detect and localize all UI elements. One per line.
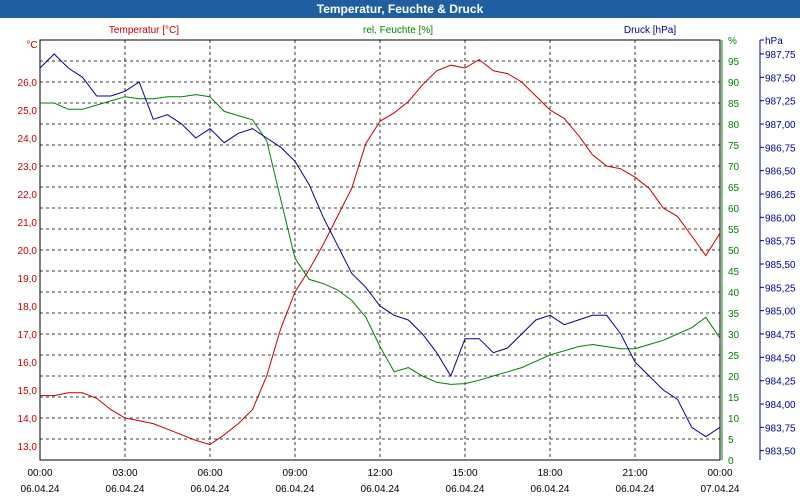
- y-tick-humidity: 45: [728, 267, 740, 278]
- legend-temperature: Temperatur [°C]: [109, 25, 179, 36]
- y-tick-temperature: 13,0: [18, 442, 38, 453]
- y-tick-temperature: 26,0: [18, 78, 38, 89]
- y-tick-humidity: 50: [728, 246, 740, 257]
- x-tick-date: 06.04.24: [106, 484, 145, 495]
- y-tick-humidity: 15: [728, 393, 740, 404]
- y-tick-pressure: 987,50: [765, 73, 796, 84]
- x-tick-date: 06.04.24: [21, 484, 60, 495]
- x-tick-time: 00:00: [27, 468, 52, 479]
- chart-title: Temperatur, Feuchte & Druck: [0, 0, 800, 18]
- y-tick-humidity: 20: [728, 372, 740, 383]
- y-tick-pressure: 983,50: [765, 447, 796, 458]
- y-tick-pressure: 987,25: [765, 97, 796, 108]
- y-tick-pressure: 986,25: [765, 190, 796, 201]
- y-tick-humidity: 95: [728, 57, 740, 68]
- left-axis-unit: °C: [26, 40, 37, 51]
- legend-pressure: Druck [hPa]: [624, 25, 676, 36]
- plot-frame: [39, 39, 761, 461]
- x-tick-time: 03:00: [112, 468, 137, 479]
- x-tick-date: 07.04.24: [701, 484, 740, 495]
- axis-labels: 00:00 06.04.24 03:00 06.04.24 06:00 06.04.24 0…: [18, 36, 796, 495]
- x-tick-date: 06.04.24: [616, 484, 655, 495]
- y-tick-temperature: 24,0: [18, 134, 38, 145]
- y-tick-pressure: 986,50: [765, 167, 796, 178]
- x-tick-time: 15:00: [452, 468, 477, 479]
- x-tick-date: 06.04.24: [446, 484, 485, 495]
- y-tick-temperature: 23,0: [18, 162, 38, 173]
- y-tick-temperature: 25,0: [18, 106, 38, 117]
- legend-humidity: rel. Feuchte [%]: [363, 25, 433, 36]
- y-tick-pressure: 986,75: [765, 143, 796, 154]
- series-line-humidity: [40, 94, 721, 385]
- y-tick-pressure: 985,25: [765, 283, 796, 294]
- y-tick-temperature: 19,0: [18, 274, 38, 285]
- y-tick-humidity: 30: [728, 330, 740, 341]
- y-tick-pressure: 985,75: [765, 237, 796, 248]
- y-tick-humidity: 0: [728, 456, 734, 467]
- x-tick-time: 21:00: [622, 468, 647, 479]
- y-tick-temperature: 18,0: [18, 302, 38, 313]
- grid: [39, 39, 721, 461]
- x-tick-date: 06.04.24: [191, 484, 230, 495]
- y-tick-temperature: 21,0: [18, 218, 38, 229]
- y-tick-humidity: 5: [728, 435, 734, 446]
- x-tick-time: 00:00: [707, 468, 732, 479]
- y-tick-pressure: 985,00: [765, 307, 796, 318]
- y-tick-humidity: 65: [728, 183, 740, 194]
- x-tick-time: 06:00: [197, 468, 222, 479]
- y-tick-temperature: 14,0: [18, 414, 38, 425]
- y-tick-temperature: 15,0: [18, 386, 38, 397]
- y-tick-humidity: 10: [728, 414, 740, 425]
- y-tick-temperature: 17,0: [18, 330, 38, 341]
- y-tick-humidity: 70: [728, 162, 740, 173]
- series-line-pressure: [39, 53, 721, 438]
- y-tick-humidity: 60: [728, 204, 740, 215]
- plot-border: [39, 39, 721, 461]
- y-tick-temperature: 20,0: [18, 246, 38, 257]
- y-tick-humidity: 90: [728, 78, 740, 89]
- y-tick-humidity: 25: [728, 351, 740, 362]
- y-tick-humidity: 85: [728, 99, 740, 110]
- y-tick-pressure: 985,50: [765, 260, 796, 271]
- y-tick-pressure: 984,00: [765, 400, 796, 411]
- y-tick-pressure: 987,00: [765, 120, 796, 131]
- x-tick-time: 18:00: [537, 468, 562, 479]
- y-tick-temperature: 16,0: [18, 358, 38, 369]
- y-tick-humidity: 80: [728, 120, 740, 131]
- y-tick-pressure: 987,75: [765, 50, 796, 61]
- y-tick-pressure: 984,25: [765, 377, 796, 388]
- x-tick-time: 09:00: [282, 468, 307, 479]
- y-tick-pressure: 984,50: [765, 353, 796, 364]
- series-line-temperature: [40, 58, 721, 446]
- y-tick-humidity: 35: [728, 309, 740, 320]
- y-tick-humidity: 75: [728, 141, 740, 152]
- x-tick-time: 12:00: [367, 468, 392, 479]
- y-tick-pressure: hPa: [765, 36, 783, 47]
- y-tick-humidity: 40: [728, 288, 740, 299]
- x-tick-date: 06.04.24: [276, 484, 315, 495]
- x-tick-date: 06.04.24: [361, 484, 400, 495]
- y-tick-pressure: 986,00: [765, 213, 796, 224]
- y-tick-pressure: 984,75: [765, 330, 796, 341]
- y-tick-humidity: %: [728, 36, 737, 47]
- y-tick-pressure: 983,75: [765, 423, 796, 434]
- y-tick-temperature: 22,0: [18, 190, 38, 201]
- x-tick-date: 06.04.24: [531, 484, 570, 495]
- y-tick-humidity: 55: [728, 225, 740, 236]
- series-layer: [39, 53, 721, 446]
